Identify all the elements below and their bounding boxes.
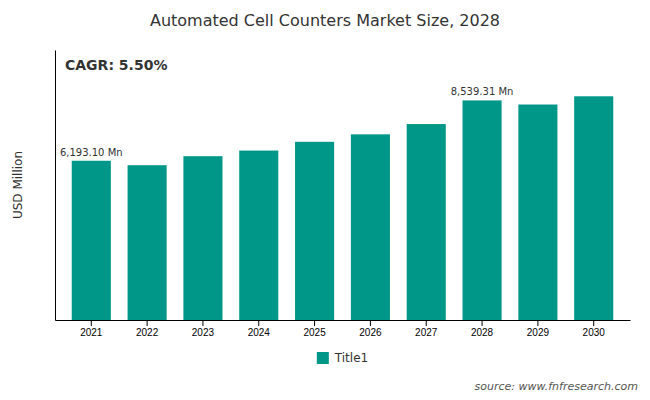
x-tick: 2027 xyxy=(415,320,438,338)
y-axis-line xyxy=(55,51,56,321)
x-tick-label: 2024 xyxy=(248,327,271,338)
data-label: 8,539.31 Mn xyxy=(451,86,514,97)
x-tick-label: 2029 xyxy=(527,327,550,338)
x-tick-mark xyxy=(314,320,315,326)
y-axis-title: USD Million xyxy=(11,151,25,219)
annotation: CAGR: 5.50% xyxy=(65,57,167,73)
bar xyxy=(407,124,446,320)
bar xyxy=(574,96,613,320)
x-tick: 2030 xyxy=(583,320,606,338)
legend-label: Title1 xyxy=(334,351,368,365)
x-tick-label: 2027 xyxy=(415,327,438,338)
bar xyxy=(183,156,222,320)
x-tick-label: 2026 xyxy=(359,327,382,338)
y-axis xyxy=(55,51,56,321)
x-tick: 2028 xyxy=(471,320,494,338)
x-tick-label: 2030 xyxy=(583,327,606,338)
bar xyxy=(72,161,111,320)
x-tick-mark xyxy=(91,320,92,326)
chart: Automated Cell Counters Market Size, 202… xyxy=(0,0,650,400)
x-tick-mark xyxy=(370,320,371,326)
x-tick-mark xyxy=(147,320,148,326)
plot: 6,193.10 Mn8,539.31 Mn202120222023202420… xyxy=(56,51,631,339)
x-tick: 2023 xyxy=(192,320,215,338)
bar xyxy=(295,142,334,320)
data-labels: 6,193.10 Mn 8,539.31 Mn xyxy=(60,86,513,157)
bar xyxy=(239,151,278,320)
source: source: www.fnfresearch.com xyxy=(474,380,638,393)
x-tick-mark xyxy=(426,320,427,326)
bars xyxy=(72,96,614,320)
bar xyxy=(463,100,502,320)
x-axis-line xyxy=(56,320,631,321)
x-tick: 2022 xyxy=(136,320,159,338)
legend: Title1 xyxy=(317,351,368,365)
x-tick-label: 2023 xyxy=(192,327,215,338)
data-label: 6,193.10 Mn xyxy=(60,147,123,158)
bar xyxy=(351,134,390,320)
x-tick: 2025 xyxy=(303,320,326,338)
x-tick: 2029 xyxy=(527,320,550,338)
title: Automated Cell Counters Market Size, 202… xyxy=(150,11,500,30)
x-tick-label: 2021 xyxy=(80,327,103,338)
legend-item: Title1 xyxy=(317,351,368,365)
x-axis: 2021 2022 2023 2024 2025 2026 2027 2028 2029 2030 xyxy=(56,320,631,338)
x-tick: 2024 xyxy=(248,320,271,338)
x-tick-mark xyxy=(482,320,483,326)
x-tick: 2021 xyxy=(80,320,103,338)
x-tick-mark xyxy=(537,320,538,326)
x-tick-label: 2025 xyxy=(303,327,326,338)
legend-swatch xyxy=(317,352,329,364)
x-tick-mark xyxy=(202,320,203,326)
bar xyxy=(518,105,557,320)
x-tick-mark xyxy=(593,320,594,326)
x-tick-label: 2028 xyxy=(471,327,494,338)
x-tick-label: 2022 xyxy=(136,327,159,338)
x-tick-mark xyxy=(258,320,259,326)
bar xyxy=(128,165,167,320)
x-tick: 2026 xyxy=(359,320,382,338)
